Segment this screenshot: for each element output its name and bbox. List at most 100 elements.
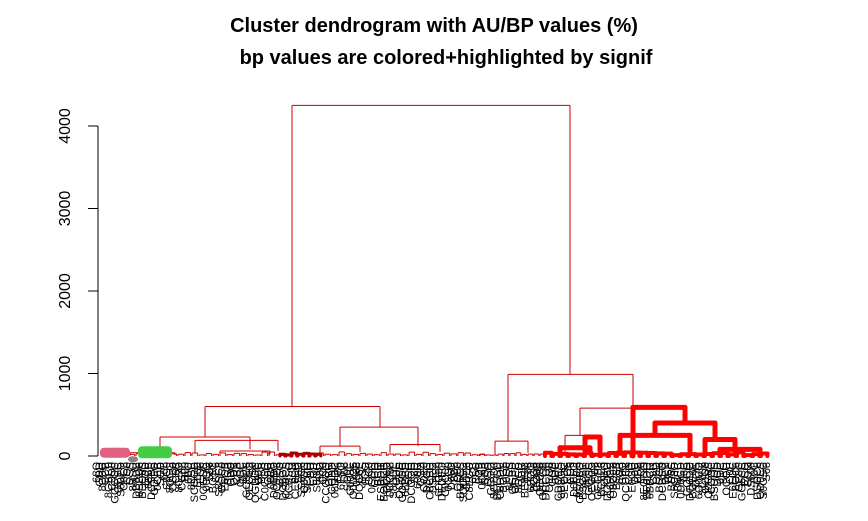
leaf-label-117: 8B6	[449, 462, 461, 482]
leaf-label-141: E88	[522, 462, 534, 482]
leaf-label-112: 6DG60	[434, 462, 446, 497]
leaf-label-134: 0O0	[501, 462, 513, 483]
leaf-label-80: 6E8O	[336, 462, 348, 491]
leaf-labels: 68OGDD8O8GCCB8GBC0C0O0GGCQCGBSCS60EDO0C8…	[91, 462, 773, 504]
leaf-label-212: ECQ	[740, 462, 752, 486]
leaf-label-194: DQ6DQ	[685, 462, 697, 502]
leaf-label-84: O0DQ6	[348, 462, 360, 499]
leaf-label-79: 0B6	[333, 462, 345, 482]
leaf-label-147: DCCQ6	[541, 462, 553, 501]
leaf-label-122: C8EGG	[464, 462, 476, 501]
leaf-label-185: DCBSQ	[657, 462, 669, 502]
leaf-label-160: 686C	[580, 462, 592, 488]
leaf-label-51: QS0	[247, 462, 259, 484]
leaf-label-12: 8BSG	[128, 462, 140, 491]
leaf-label-46: CBB	[232, 462, 244, 485]
leaf-label-159: BSCSC	[577, 462, 589, 500]
leaf-label-125: 0QB	[473, 462, 485, 484]
leaf-label-171: 8OB	[614, 462, 626, 484]
leaf-label-45: QDB	[229, 462, 241, 486]
leaf-label-36: 00QQ	[201, 462, 213, 492]
leaf-label-109: C8CSG	[424, 462, 436, 500]
chart-title: Cluster dendrogram with AU/BP values (%)	[230, 15, 638, 37]
leaf-label-126: 0C6B	[476, 462, 488, 490]
leaf-label-120: SQOSG	[458, 462, 470, 502]
leaf-label-62: CS0CS	[281, 462, 293, 499]
leaf-label-111: BS6	[431, 462, 443, 483]
leaf-label-179: 8EODO	[639, 462, 651, 501]
leaf-label-186: DEB	[660, 462, 672, 485]
leaf-label-47: QGC	[235, 462, 247, 487]
leaf-label-0: 68O	[91, 462, 103, 483]
au-marker-2	[112, 447, 130, 458]
leaf-label-137: ODEC	[510, 462, 522, 494]
leaf-label-138: 8QCQ	[513, 462, 525, 494]
leaf-label-31: 8ESE	[186, 462, 198, 490]
leaf-label-121: SBE6	[461, 462, 473, 490]
leaf-label-191: 0D6GD	[675, 462, 687, 499]
leaf-label-27: 8GSO	[174, 462, 186, 493]
leaf-label-49: GC8E8	[241, 462, 253, 498]
leaf-label-21: SOD	[155, 462, 167, 486]
leaf-label-195: BQE6E	[688, 462, 700, 499]
leaf-label-96: 0DQ68	[385, 462, 397, 497]
leaf-label-182: C8G	[648, 462, 660, 485]
leaf-label-14: 8SBD6	[134, 462, 146, 497]
leaf-label-118: QO80	[452, 462, 464, 491]
leaf-label-214: DS600	[746, 462, 758, 496]
leaf-label-66: S8D	[293, 462, 305, 483]
leaf-label-88: 0OO	[360, 462, 372, 486]
leaf-label-173: QCOG8	[620, 462, 632, 502]
leaf-label-215: B0C	[749, 462, 761, 483]
leaf-label-211: GG6CC	[737, 462, 749, 501]
leaf-label-106: GSO	[415, 462, 427, 487]
leaf-label-146: OBECB	[538, 462, 550, 501]
edge-marker-1	[128, 456, 138, 463]
leaf-label-92: BCQ	[372, 462, 384, 486]
leaf-label-205: 8EG	[718, 462, 730, 484]
leaf-label-7: GBSC	[112, 462, 124, 493]
leaf-label-105: 600G	[412, 462, 424, 489]
leaf-label-199: GOQ0	[700, 462, 712, 494]
leaf-label-184: BGG6	[654, 462, 666, 493]
leaf-label-76: OBG	[324, 462, 336, 486]
leaf-label-218: S0GSC	[758, 462, 770, 499]
leaf-label-196: DOG	[691, 462, 703, 487]
leaf-label-41: OOC0	[216, 462, 228, 493]
leaf-label-64: 6SD	[287, 462, 299, 483]
y-tick-label-2: 2000	[57, 273, 74, 309]
leaf-label-193: GOGO	[681, 462, 693, 497]
leaf-label-107: COE0	[418, 462, 430, 492]
leaf-label-8: S60ED	[115, 462, 127, 497]
leaf-label-131: BEEGD	[492, 462, 504, 501]
leaf-label-151: CDOES	[553, 462, 565, 501]
leaf-label-104: S8Q	[409, 462, 421, 484]
leaf-label-63: 0CBSQ	[284, 462, 296, 500]
leaf-label-52: QGDDC	[250, 462, 262, 503]
leaf-label-115: 0GG0	[443, 462, 455, 491]
leaf-label-72: S8GG	[311, 462, 323, 493]
leaf-label-102: 6GG	[403, 462, 415, 485]
y-tick-label-3: 3000	[57, 191, 74, 227]
y-tick-label-0: 0	[57, 451, 74, 460]
leaf-label-170: BS8B	[611, 462, 623, 490]
dendrogram-tree	[100, 104, 770, 463]
leaf-label-149: OGB	[547, 462, 559, 486]
bp-marker-1	[138, 446, 172, 459]
leaf-label-57: 06BB	[265, 462, 277, 489]
leaf-label-190: D6EC	[672, 462, 684, 491]
leaf-label-210: GE8C	[733, 462, 745, 492]
leaf-label-91: GGQ	[369, 462, 381, 488]
leaf-label-133: BOG8	[498, 462, 510, 493]
leaf-label-10: CO0	[122, 462, 134, 485]
leaf-label-161: GQGC	[584, 462, 596, 496]
leaf-label-59: OQSB8	[272, 462, 284, 500]
leaf-label-187: B6E	[663, 462, 675, 483]
leaf-label-32: SCOGD	[189, 462, 201, 502]
leaf-label-15: BEQ8S	[137, 462, 149, 499]
leaf-label-135: 8ECS	[504, 462, 516, 491]
leaf-label-175: E0GG	[626, 462, 638, 493]
leaf-label-113: DEDEO	[437, 462, 449, 502]
leaf-label-55: C0CGG	[259, 462, 271, 501]
